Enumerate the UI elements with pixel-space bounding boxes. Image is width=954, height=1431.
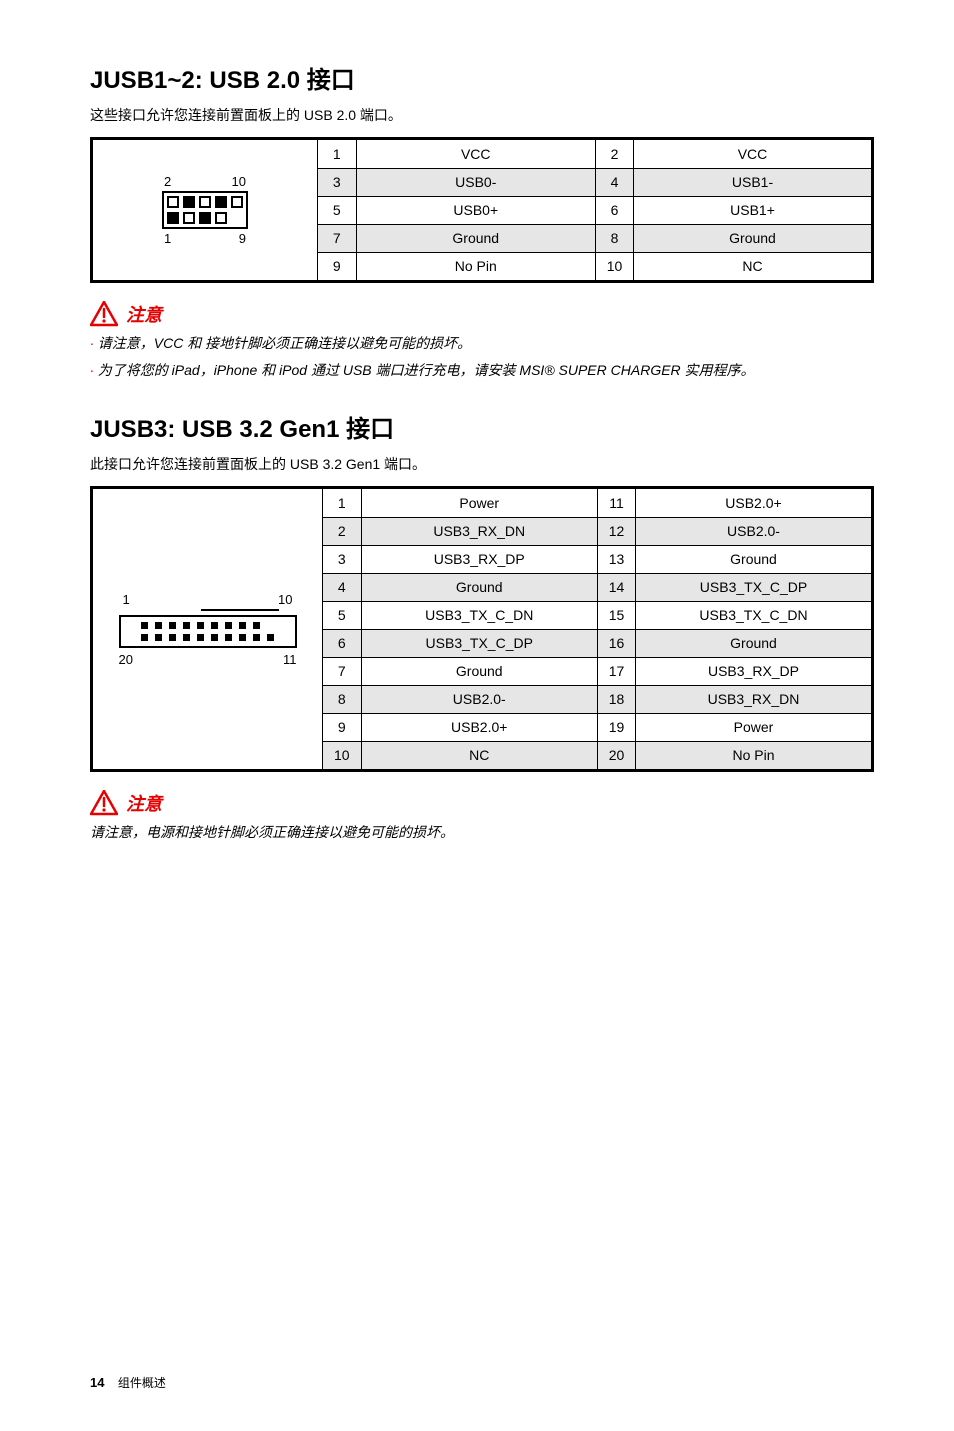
- usb3-label-top-left: 1: [123, 592, 130, 607]
- usb2-diagram-cell: 2 10 1 9: [93, 140, 318, 280]
- section1-desc: 这些接口允许您连接前置面板上的 USB 2.0 端口。: [90, 105, 874, 125]
- pin-signal: VCC: [356, 140, 596, 168]
- pin-signal: Ground: [361, 657, 597, 685]
- usb3-top-line-icon: [201, 609, 279, 611]
- pin-signal: USB3_TX_C_DN: [635, 601, 871, 629]
- usb2-diagram: 2 10 1 9: [162, 174, 248, 246]
- pin-num: 18: [597, 685, 635, 713]
- warning-icon: [90, 301, 118, 327]
- usb3-diagram-cell: 1 10 20 11: [93, 489, 323, 769]
- usb2-pin-table: 1VCC2VCC3USB0-4USB1-5USB0+6USB1+7Ground8…: [318, 140, 871, 280]
- pin-num: 10: [596, 252, 634, 280]
- pin-num: 11: [597, 489, 635, 517]
- page-number: 14: [90, 1375, 104, 1390]
- pin-num: 3: [318, 168, 356, 196]
- usb2-connector-icon: [162, 191, 248, 229]
- pin-signal: USB3_RX_DN: [635, 685, 871, 713]
- pin-signal: No Pin: [356, 252, 596, 280]
- usb3-connector-icon: [119, 615, 297, 648]
- pin-num: 19: [597, 713, 635, 741]
- pin-num: 17: [597, 657, 635, 685]
- pin-num: 2: [323, 517, 361, 545]
- pin-num: 20: [597, 741, 635, 769]
- pin-num: 7: [323, 657, 361, 685]
- pin-num: 10: [323, 741, 361, 769]
- pin-signal: USB3_TX_C_DN: [361, 601, 597, 629]
- usb3-diagram: 1 10 20 11: [119, 592, 297, 667]
- pin-signal: USB2.0+: [361, 713, 597, 741]
- usb3-label-bottom-left: 20: [119, 652, 133, 667]
- warning2-header: 注意: [90, 790, 874, 816]
- pin-num: 15: [597, 601, 635, 629]
- pin-signal: Ground: [635, 629, 871, 657]
- pin-signal: Ground: [635, 545, 871, 573]
- pin-signal: USB3_TX_C_DP: [361, 629, 597, 657]
- section2-desc: 此接口允许您连接前置面板上的 USB 3.2 Gen1 端口。: [90, 454, 874, 474]
- pin-signal: Power: [361, 489, 597, 517]
- usb2-table-container: 2 10 1 9 1VCC2VCC3USB0-4USB1-5USB0+6USB1…: [90, 137, 874, 283]
- pin-num: 4: [323, 573, 361, 601]
- pin-num: 8: [596, 224, 634, 252]
- pin-num: 3: [323, 545, 361, 573]
- pin-num: 5: [323, 601, 361, 629]
- usb2-label-bottom-right: 9: [239, 231, 246, 246]
- warning1-header: 注意: [90, 301, 874, 327]
- usb3-label-bottom-right: 11: [283, 652, 297, 667]
- pin-num: 2: [596, 140, 634, 168]
- page-footer: 14 组件概述: [90, 1374, 166, 1391]
- usb3-table-container: 1 10 20 11 1Power11USB2.0+2USB3_RX_DN12U…: [90, 486, 874, 772]
- warning2-label: 注意: [126, 790, 162, 816]
- section2-title: JUSB3: USB 3.2 Gen1 接口: [90, 409, 874, 444]
- pin-signal: USB3_RX_DP: [361, 545, 597, 573]
- pin-num: 8: [323, 685, 361, 713]
- pin-signal: Ground: [361, 573, 597, 601]
- pin-num: 1: [323, 489, 361, 517]
- warning2-line1: 请注意，电源和接地针脚必须正确连接以避免可能的损坏。: [90, 822, 874, 843]
- pin-num: 16: [597, 629, 635, 657]
- pin-signal: No Pin: [635, 741, 871, 769]
- pin-signal: USB2.0-: [635, 517, 871, 545]
- pin-num: 9: [318, 252, 356, 280]
- pin-signal: Ground: [356, 224, 596, 252]
- pin-signal: VCC: [634, 140, 872, 168]
- warning1-line1: ∙ 请注意，VCC 和 接地针脚必须正确连接以避免可能的损坏。: [90, 333, 874, 354]
- usb3-pin-table: 1Power11USB2.0+2USB3_RX_DN12USB2.0-3USB3…: [323, 489, 871, 769]
- pin-signal: NC: [361, 741, 597, 769]
- pin-signal: USB3_TX_C_DP: [635, 573, 871, 601]
- warning1-label: 注意: [126, 301, 162, 327]
- usb2-label-bottom-left: 1: [164, 231, 171, 246]
- usb2-label-top-right: 10: [232, 174, 246, 189]
- pin-num: 6: [596, 196, 634, 224]
- pin-signal: NC: [634, 252, 872, 280]
- warning-icon: [90, 790, 118, 816]
- pin-num: 4: [596, 168, 634, 196]
- pin-signal: Power: [635, 713, 871, 741]
- pin-signal: USB0+: [356, 196, 596, 224]
- pin-num: 6: [323, 629, 361, 657]
- footer-label: 组件概述: [118, 1376, 166, 1390]
- warning1-line2: ∙ 为了将您的 iPad，iPhone 和 iPod 通过 USB 端口进行充电…: [90, 360, 874, 381]
- pin-signal: USB1+: [634, 196, 872, 224]
- pin-num: 14: [597, 573, 635, 601]
- pin-signal: USB2.0-: [361, 685, 597, 713]
- pin-signal: Ground: [634, 224, 872, 252]
- pin-signal: USB1-: [634, 168, 872, 196]
- pin-signal: USB0-: [356, 168, 596, 196]
- pin-num: 1: [318, 140, 356, 168]
- pin-num: 5: [318, 196, 356, 224]
- pin-num: 7: [318, 224, 356, 252]
- pin-signal: USB2.0+: [635, 489, 871, 517]
- section1-title: JUSB1~2: USB 2.0 接口: [90, 60, 874, 95]
- pin-num: 13: [597, 545, 635, 573]
- pin-signal: USB3_RX_DP: [635, 657, 871, 685]
- usb2-label-top-left: 2: [164, 174, 171, 189]
- usb3-label-top-right: 10: [278, 592, 292, 607]
- pin-num: 12: [597, 517, 635, 545]
- pin-signal: USB3_RX_DN: [361, 517, 597, 545]
- pin-num: 9: [323, 713, 361, 741]
